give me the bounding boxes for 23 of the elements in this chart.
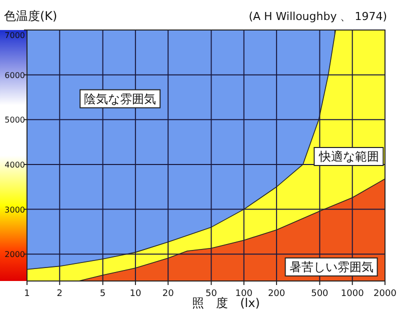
x-tick-label: 2000 <box>374 289 397 299</box>
x-tick-label: 1000 <box>340 289 364 299</box>
annotation: 暑苦しい雰囲気 <box>289 260 374 274</box>
y-axis-title: 色温度(K) <box>4 9 58 23</box>
y-tick-label: 2000 <box>4 250 25 260</box>
annotation: 陰気な雰囲気 <box>84 92 156 106</box>
x-tick-label: 5 <box>100 289 106 299</box>
text: (A H Willoughby 、 1974) <box>248 10 387 23</box>
y-tick-label: 5000 <box>4 116 25 125</box>
x-tick-label: 50 <box>206 289 218 299</box>
x-tick-label: 20 <box>162 289 174 299</box>
y-tick-label: 4000 <box>4 160 25 170</box>
y-tick-label: 6000 <box>4 70 25 80</box>
x-tick-label: 500 <box>311 289 329 299</box>
y-tick-label: 3000 <box>4 205 25 214</box>
annotation: 快適な範囲 <box>318 150 380 164</box>
x-axis-title: 照 度 (lx) <box>192 296 260 310</box>
x-tick-label: 200 <box>268 289 286 299</box>
x-tick-label: 1 <box>24 289 30 299</box>
x-tick-label: 2 <box>56 289 63 299</box>
y-tick-label: 7000 <box>4 31 25 40</box>
x-tick-label: 100 <box>235 289 253 299</box>
x-tick-label: 10 <box>130 289 142 299</box>
